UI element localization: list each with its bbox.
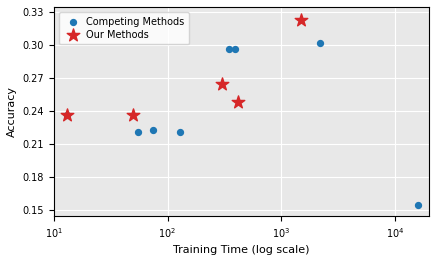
Our Methods: [218, 82, 225, 86]
Legend: Competing Methods, Our Methods: Competing Methods, Our Methods: [59, 12, 189, 45]
Competing Methods: [231, 47, 238, 51]
Competing Methods: [63, 113, 70, 117]
Competing Methods: [135, 130, 142, 134]
Y-axis label: Accuracy: Accuracy: [7, 86, 17, 137]
Competing Methods: [177, 130, 184, 134]
Our Methods: [63, 113, 70, 117]
Our Methods: [298, 18, 305, 22]
Our Methods: [235, 100, 242, 104]
Competing Methods: [226, 47, 233, 51]
Our Methods: [130, 113, 137, 117]
X-axis label: Training Time (log scale): Training Time (log scale): [173, 245, 310, 255]
Competing Methods: [150, 128, 157, 132]
Competing Methods: [415, 203, 422, 207]
Competing Methods: [317, 41, 324, 45]
